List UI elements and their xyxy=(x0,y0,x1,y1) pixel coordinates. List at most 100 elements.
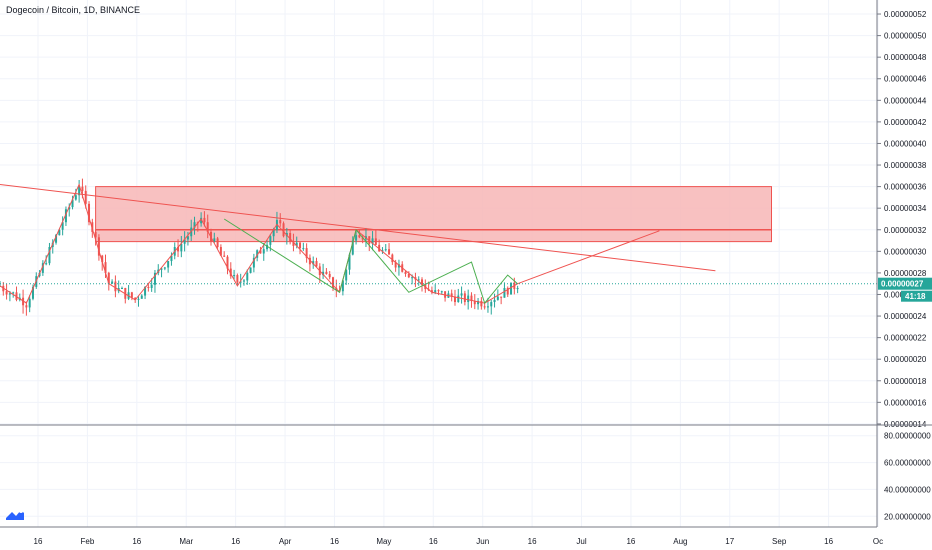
candle-body xyxy=(242,280,245,282)
time-tick-label: 16 xyxy=(429,537,438,546)
candle-body xyxy=(206,222,209,232)
candle-body xyxy=(170,255,173,262)
candle-body xyxy=(450,293,453,297)
price-tick-label: 0.00000022 xyxy=(884,334,927,343)
candle-body xyxy=(167,261,170,268)
candle-body xyxy=(516,288,519,290)
time-tick-label: May xyxy=(376,537,391,546)
time-tick-label: 16 xyxy=(626,537,635,546)
candle-body xyxy=(31,286,34,299)
time-tick-label: 16 xyxy=(330,537,339,546)
descending-trendline xyxy=(0,184,716,272)
candle-body xyxy=(374,238,377,245)
candle-body xyxy=(104,262,107,273)
price-tick-label: 0.00000034 xyxy=(884,204,927,213)
candle-body xyxy=(180,243,183,252)
candle-body xyxy=(394,262,397,268)
price-tick-label: 0.00000052 xyxy=(884,10,927,19)
price-tick-label: 0.00000020 xyxy=(884,355,927,364)
candle-body xyxy=(351,240,354,255)
candle-body xyxy=(308,257,311,265)
candle-body xyxy=(249,267,252,273)
candle-body xyxy=(216,238,219,248)
candle-body xyxy=(295,242,298,246)
candle-body xyxy=(147,286,150,289)
candle-body xyxy=(134,297,137,300)
candle-body xyxy=(358,235,361,238)
candle-body xyxy=(88,203,91,223)
time-tick-label: Jun xyxy=(476,537,489,546)
candle-body xyxy=(480,300,483,307)
time-tick-label: 16 xyxy=(132,537,141,546)
countdown-label: 41:18 xyxy=(905,292,926,301)
time-tick-label: Oc xyxy=(873,537,883,546)
candle-body xyxy=(302,248,305,250)
zigzag-green-line xyxy=(223,218,518,305)
candle-body xyxy=(510,282,513,295)
candle-body xyxy=(101,255,104,263)
candle-body xyxy=(55,235,58,243)
candle-body xyxy=(269,236,272,245)
candle-body xyxy=(460,293,463,296)
price-tick-label: 0.00000042 xyxy=(884,118,927,127)
candle-body xyxy=(473,300,476,305)
price-tick-label: 0.00000024 xyxy=(884,312,927,321)
candle-body xyxy=(153,272,156,285)
candle-body xyxy=(331,277,334,289)
price-tick-label: 0.00000014 xyxy=(884,420,927,429)
candle-body xyxy=(48,247,51,264)
candle-body xyxy=(378,244,381,252)
time-tick-label: Jul xyxy=(576,537,586,546)
candle-body xyxy=(500,296,503,298)
candle-body xyxy=(348,254,351,270)
projection-line xyxy=(517,230,660,285)
candle-body xyxy=(229,268,232,277)
zigzag-red-line xyxy=(0,183,518,304)
drawing-lines[interactable] xyxy=(0,183,877,305)
resistance-zone[interactable] xyxy=(95,186,772,243)
time-tick-label: 17 xyxy=(725,537,734,546)
candle-body xyxy=(5,291,8,295)
time-tick-label: Feb xyxy=(81,537,95,546)
price-tick-label: 0.00000040 xyxy=(884,139,927,148)
time-tick-label: Sep xyxy=(772,537,787,546)
candle-body xyxy=(140,295,143,299)
candle-body xyxy=(328,273,331,278)
candle-body xyxy=(28,298,31,308)
indicator-tick-label: 40.00000000 xyxy=(884,485,931,494)
candle-body xyxy=(200,217,203,224)
time-tick-label: 16 xyxy=(34,537,43,546)
price-tick-label: 0.00000046 xyxy=(884,75,927,84)
candle-body xyxy=(299,242,302,249)
candle-body xyxy=(160,268,163,270)
candle-body xyxy=(120,288,123,290)
candle-body xyxy=(470,295,473,301)
candle-body xyxy=(236,275,239,283)
time-tick-label: Apr xyxy=(279,537,292,546)
candle-body xyxy=(130,292,133,298)
time-tick-label: 16 xyxy=(528,537,537,546)
candle-body xyxy=(186,236,189,240)
last-price-badge xyxy=(878,277,932,290)
candle-body xyxy=(45,263,48,265)
price-tick-label: 0.00000030 xyxy=(884,247,927,256)
candle-body xyxy=(305,248,308,258)
indicator-tick-label: 60.00000000 xyxy=(884,459,931,468)
candle-body xyxy=(114,281,117,292)
price-tick-label: 0.00000018 xyxy=(884,377,927,386)
candle-body xyxy=(341,280,344,292)
candle-body xyxy=(177,247,180,252)
candle-body xyxy=(203,217,206,223)
candle-body xyxy=(279,220,282,224)
candle-body xyxy=(94,231,97,238)
resistance-zone-box xyxy=(95,186,772,243)
candle-body xyxy=(388,249,391,255)
price-tick-label: 0.00000016 xyxy=(884,398,927,407)
candle-body xyxy=(12,292,15,294)
tradingview-logo-icon[interactable] xyxy=(4,506,26,524)
candle-body xyxy=(434,290,437,293)
candle-body xyxy=(496,296,499,300)
candle-body xyxy=(315,261,318,267)
